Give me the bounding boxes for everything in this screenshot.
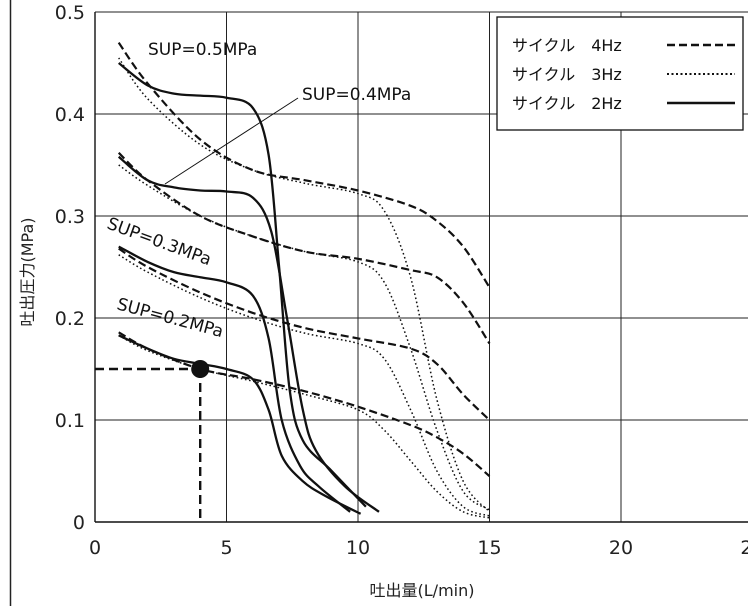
annotation-sup-05: SUP=0.5MPa	[148, 40, 257, 60]
plot-series	[117, 41, 491, 519]
x-axis-title: 吐出量(L/min)	[370, 581, 475, 600]
series-line-sup-05-2hz	[117, 62, 367, 508]
legend-label-3hz: サイクル 3Hz	[512, 65, 622, 84]
y-axis-title: 吐出圧力(MPa)	[18, 217, 37, 326]
x-tick-label: 10	[346, 537, 370, 559]
series-line-sup-02-2hz	[118, 334, 362, 515]
reference-point-marker	[191, 360, 210, 378]
series-line-sup-04-2hz	[117, 155, 380, 513]
axes	[94, 12, 748, 523]
legend-box	[496, 16, 744, 131]
x-tick-label: 0	[89, 537, 101, 559]
y-tick-label: 0	[73, 512, 85, 534]
x-tick-label: 15	[477, 537, 501, 559]
y-tick-label: 0.3	[55, 206, 85, 228]
series-line-sup-05-4hz	[117, 41, 491, 288]
grid	[95, 11, 748, 522]
y-tick-label: 0.2	[55, 308, 85, 330]
x-tick-label: 20	[609, 537, 633, 559]
series-line-sup-03-2hz	[118, 245, 351, 513]
x-tick-label: 5	[220, 537, 232, 559]
annotation-sup-04: SUP=0.4MPa	[302, 85, 411, 105]
legend-label-4hz: サイクル 4Hz	[512, 36, 622, 55]
y-tick-label: 0.1	[55, 410, 85, 432]
y-tick-label: 0.5	[55, 2, 85, 24]
series-line-sup-02-3hz	[118, 334, 490, 519]
series-line-sup-03-4hz	[118, 247, 491, 421]
annotation-leader-line	[164, 97, 299, 185]
x-tick-label: 25	[740, 537, 748, 559]
tick-labels: 0 5 10 15 20 25 0 0.1 0.2 0.3 0.4 0.5	[55, 2, 748, 559]
series-line-sup-04-3hz	[118, 164, 490, 511]
series-line-sup-03-3hz	[118, 254, 490, 517]
y-tick-label: 0.4	[55, 104, 85, 126]
series-line-sup-05-3hz	[118, 57, 491, 513]
reference-point-group	[95, 360, 210, 522]
series-line-sup-04-4hz	[117, 151, 491, 345]
legend-label-2hz: サイクル 2Hz	[512, 94, 622, 113]
legend: サイクル 4Hz サイクル 3Hz サイクル 2Hz	[496, 16, 744, 131]
